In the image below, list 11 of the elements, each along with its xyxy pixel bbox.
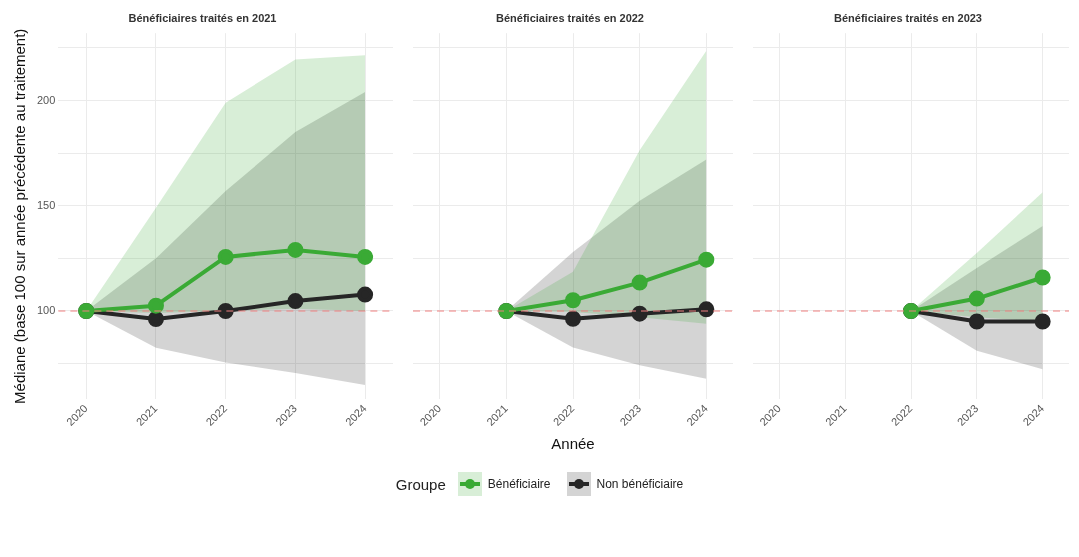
chart-title: Bénéficiaires traités en 2022 (496, 11, 644, 24)
legend-label: Bénéficiaire (487, 477, 551, 491)
legend-label: Non bénéficiaire (596, 477, 684, 491)
y-axis-title: Médiane (base 100 sur année précédente au traitement) (11, 28, 29, 404)
y-tick-label: 200 (36, 93, 56, 106)
chart-title: Bénéficiaires traités en 2023 (834, 11, 982, 24)
x-axis-title: Année (551, 435, 595, 453)
chart-title: Bénéficiaires traités en 2021 (128, 11, 277, 24)
y-tick-label: 150 (36, 198, 56, 211)
legend-title: Groupe (395, 475, 446, 493)
y-tick-label: 100 (36, 304, 56, 317)
